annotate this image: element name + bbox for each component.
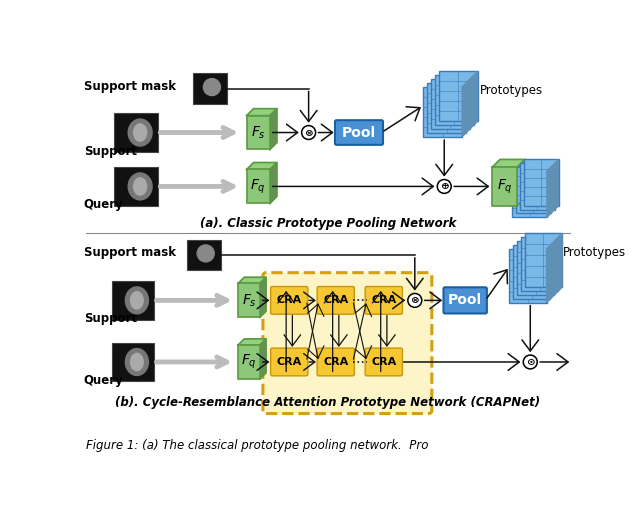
Polygon shape bbox=[547, 233, 562, 303]
Text: Pool: Pool bbox=[342, 125, 376, 139]
FancyBboxPatch shape bbox=[444, 287, 487, 314]
Text: CRA: CRA bbox=[276, 296, 302, 305]
Polygon shape bbox=[492, 159, 525, 167]
Text: CRA: CRA bbox=[323, 357, 348, 367]
Polygon shape bbox=[246, 162, 277, 170]
Bar bbox=[521, 237, 558, 291]
Polygon shape bbox=[260, 277, 266, 317]
Text: $F_q$: $F_q$ bbox=[250, 177, 266, 195]
Text: Prototypes: Prototypes bbox=[563, 246, 626, 259]
Polygon shape bbox=[260, 339, 266, 379]
Ellipse shape bbox=[134, 178, 147, 195]
Bar bbox=[524, 159, 559, 206]
FancyBboxPatch shape bbox=[317, 348, 355, 376]
Text: $F_s$: $F_s$ bbox=[251, 124, 266, 141]
Bar bbox=[512, 171, 547, 217]
Text: Support: Support bbox=[84, 144, 137, 157]
Bar bbox=[513, 245, 550, 299]
Bar bbox=[509, 249, 547, 303]
Polygon shape bbox=[462, 71, 477, 137]
Bar bbox=[187, 240, 221, 270]
Polygon shape bbox=[238, 339, 266, 345]
Bar bbox=[423, 87, 462, 137]
Ellipse shape bbox=[134, 124, 147, 141]
Circle shape bbox=[524, 355, 537, 369]
Text: ⊙: ⊙ bbox=[526, 357, 534, 367]
Ellipse shape bbox=[131, 292, 143, 309]
Text: ⊕: ⊕ bbox=[440, 181, 449, 191]
Bar bbox=[246, 116, 270, 150]
Ellipse shape bbox=[204, 79, 220, 96]
Bar bbox=[238, 283, 260, 317]
Text: Query: Query bbox=[84, 374, 124, 387]
Text: (b). Cycle-Resemblance Attention Prototype Network (CRAPNet): (b). Cycle-Resemblance Attention Prototy… bbox=[115, 396, 541, 409]
FancyBboxPatch shape bbox=[365, 286, 403, 314]
Text: Pool: Pool bbox=[448, 293, 482, 307]
FancyBboxPatch shape bbox=[263, 272, 432, 414]
Bar bbox=[431, 79, 470, 129]
Polygon shape bbox=[270, 108, 277, 150]
Bar bbox=[516, 167, 551, 213]
Bar bbox=[193, 73, 227, 104]
Text: CRA: CRA bbox=[371, 357, 396, 367]
Polygon shape bbox=[270, 162, 277, 204]
Text: ⊗: ⊗ bbox=[410, 296, 419, 305]
Bar bbox=[492, 167, 517, 206]
Text: $F_q$: $F_q$ bbox=[497, 177, 513, 195]
Polygon shape bbox=[246, 108, 277, 116]
Ellipse shape bbox=[128, 173, 152, 200]
Ellipse shape bbox=[197, 245, 214, 262]
Bar bbox=[112, 343, 154, 381]
Bar bbox=[428, 83, 466, 133]
Ellipse shape bbox=[125, 348, 148, 375]
Text: CRA: CRA bbox=[276, 357, 302, 367]
FancyBboxPatch shape bbox=[335, 120, 383, 145]
Ellipse shape bbox=[131, 353, 143, 371]
Ellipse shape bbox=[128, 119, 152, 146]
Circle shape bbox=[301, 125, 316, 139]
FancyBboxPatch shape bbox=[317, 286, 355, 314]
FancyBboxPatch shape bbox=[365, 348, 403, 376]
Text: Support: Support bbox=[84, 313, 137, 325]
Circle shape bbox=[437, 179, 451, 193]
Text: $F_q$: $F_q$ bbox=[241, 353, 257, 371]
Polygon shape bbox=[547, 159, 559, 217]
Text: (a). Classic Prototype Pooling Network: (a). Classic Prototype Pooling Network bbox=[200, 217, 456, 230]
Bar bbox=[525, 233, 562, 287]
Bar bbox=[439, 71, 477, 121]
Bar bbox=[238, 345, 260, 379]
FancyBboxPatch shape bbox=[271, 348, 308, 376]
Text: Figure 1: (a) The classical prototype pooling network.  Pro: Figure 1: (a) The classical prototype po… bbox=[86, 438, 429, 452]
Text: Query: Query bbox=[84, 198, 124, 211]
Text: ⊗: ⊗ bbox=[304, 127, 313, 138]
Bar bbox=[114, 113, 157, 152]
Polygon shape bbox=[238, 277, 266, 283]
Ellipse shape bbox=[125, 287, 148, 314]
Polygon shape bbox=[517, 159, 525, 206]
Bar bbox=[520, 163, 555, 210]
Circle shape bbox=[408, 293, 422, 307]
FancyBboxPatch shape bbox=[271, 286, 308, 314]
Bar bbox=[114, 167, 157, 206]
Bar bbox=[246, 170, 270, 204]
Text: Support mask: Support mask bbox=[84, 246, 176, 259]
Bar bbox=[112, 281, 154, 320]
Text: CRA: CRA bbox=[323, 296, 348, 305]
Text: CRA: CRA bbox=[371, 296, 396, 305]
Text: $F_s$: $F_s$ bbox=[241, 292, 257, 308]
Bar bbox=[517, 241, 554, 295]
Text: Prototypes: Prototypes bbox=[480, 84, 543, 98]
Bar bbox=[435, 75, 474, 125]
Text: Support mask: Support mask bbox=[84, 80, 176, 93]
